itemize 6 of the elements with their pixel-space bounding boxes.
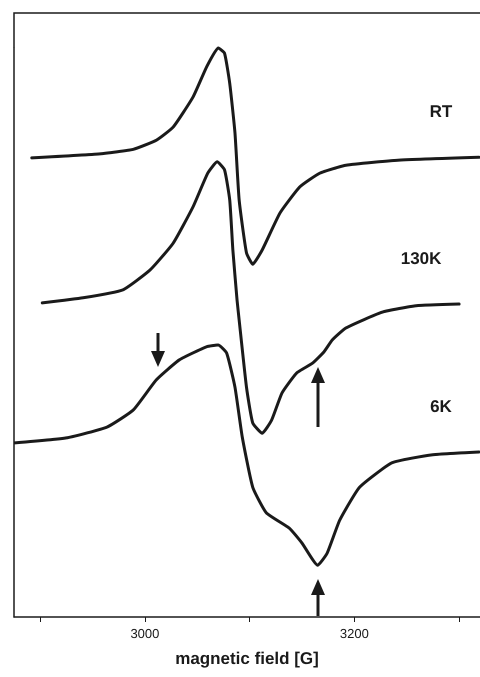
text: 130K: [400, 249, 442, 268]
x-tick-label: 3200: [340, 626, 369, 641]
text: 6K: [430, 396, 453, 416]
x-axis-title: magnetic field [G]: [175, 649, 319, 668]
text: RT: [430, 102, 453, 122]
x-tick-label: 3000: [130, 626, 160, 641]
